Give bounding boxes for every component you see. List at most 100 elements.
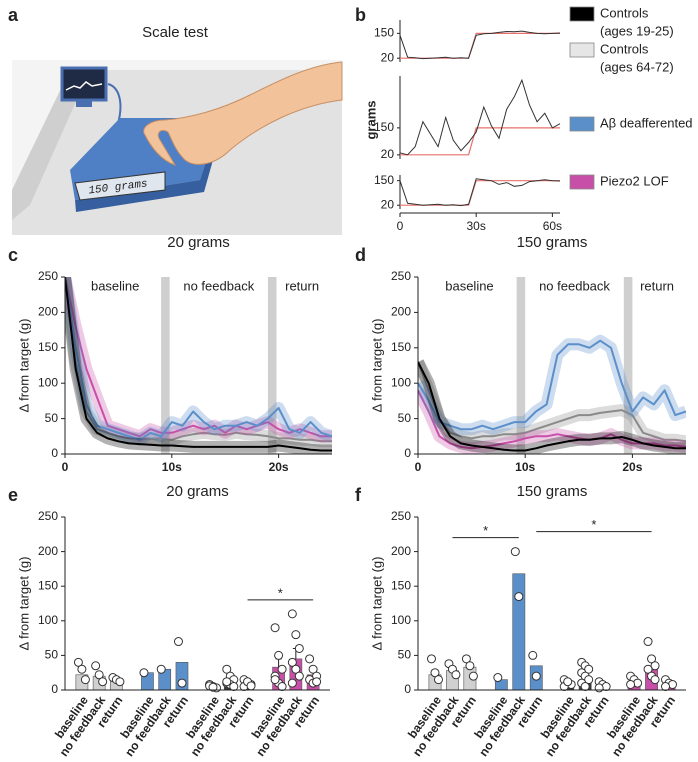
significance-label: *	[483, 523, 488, 538]
data-point	[287, 678, 297, 688]
phase-label: no feedback	[183, 278, 254, 293]
data-point	[643, 637, 653, 647]
series-line	[65, 277, 332, 452]
y-tick-label: 200	[391, 305, 411, 319]
y-axis-label: Δ from target (g)	[369, 557, 384, 651]
x-tick-label: 60s	[543, 219, 562, 233]
panel-letter: e	[8, 485, 18, 505]
y-tick-label: 100	[391, 375, 411, 389]
legend-label: Controls	[600, 41, 649, 56]
data-point	[510, 547, 520, 557]
chart-title: 150 grams	[517, 483, 588, 500]
data-point	[287, 657, 297, 667]
data-point	[594, 683, 604, 693]
data-point	[531, 671, 541, 681]
legend-swatch	[569, 42, 595, 58]
legend-swatch	[569, 6, 595, 22]
y-tick-label: 200	[391, 544, 411, 558]
phase-shade	[516, 277, 526, 454]
significance-label: *	[591, 517, 596, 532]
y-tick-label: 0	[51, 446, 58, 460]
y-axis-label: Δ from target (g)	[16, 319, 31, 413]
legend-detail: (ages 19-25)	[600, 23, 674, 38]
series-line	[65, 277, 332, 443]
x-tick-label: 0	[62, 460, 69, 474]
series-line	[418, 361, 686, 452]
series-group	[65, 277, 332, 454]
y-tick-label: 20	[381, 147, 395, 161]
x-tick-label: 20s	[269, 460, 289, 474]
data-point	[139, 668, 149, 678]
legend-label: Controls	[600, 5, 649, 20]
x-tick-label: 20s	[622, 460, 642, 474]
data-point	[514, 592, 524, 602]
data-point	[626, 679, 636, 689]
data-point	[98, 677, 108, 687]
data-point	[115, 677, 125, 687]
data-point	[294, 643, 304, 653]
data-point	[493, 673, 503, 683]
data-point	[156, 664, 166, 674]
data-point	[580, 682, 590, 692]
data-point	[94, 670, 104, 680]
legend-swatch	[569, 174, 595, 190]
data-point	[270, 675, 280, 685]
panel-letter: a	[8, 5, 19, 25]
chart-title: 150 grams	[517, 234, 588, 251]
chart-title: 20 grams	[167, 234, 230, 251]
series-line	[418, 339, 686, 431]
data-point	[246, 681, 256, 691]
panel-letter: d	[355, 245, 366, 265]
y-tick-label: 0	[404, 682, 411, 696]
data-point	[291, 664, 301, 674]
y-tick-label: 200	[38, 305, 58, 319]
hand	[143, 61, 343, 166]
data-point	[222, 677, 232, 687]
y-tick-label: 20	[381, 50, 395, 64]
phase-label: return	[640, 278, 674, 293]
monitor-trace	[65, 81, 103, 91]
data-point	[433, 675, 443, 685]
data-point	[80, 675, 90, 685]
panel-title: Scale test	[142, 24, 209, 41]
significance-label: *	[278, 585, 283, 600]
data-point	[305, 654, 315, 664]
data-point	[468, 671, 478, 681]
data-point	[308, 664, 318, 674]
data-point	[650, 675, 660, 685]
phase-shade	[161, 277, 170, 454]
legend-detail: (ages 64-72)	[600, 59, 674, 74]
data-point	[426, 654, 436, 664]
x-tick-label: 0	[397, 219, 404, 233]
data-point	[208, 682, 218, 692]
y-tick-label: 0	[51, 682, 58, 696]
phase-shade	[267, 277, 277, 454]
data-point	[291, 630, 301, 640]
data-point	[274, 650, 284, 660]
y-tick-label: 150	[374, 26, 394, 40]
series-line	[65, 277, 332, 438]
y-tick-label: 150	[374, 173, 394, 187]
y-axis-label: Δ from target (g)	[16, 557, 31, 651]
y-axis-label: grams	[363, 100, 378, 139]
y-tick-label: 150	[391, 340, 411, 354]
y-axis-label: Δ from target (g)	[369, 319, 384, 413]
legend-swatch	[569, 116, 595, 132]
y-tick-label: 250	[38, 509, 58, 523]
data-point	[229, 682, 239, 692]
data-point	[277, 682, 287, 692]
y-tick-label: 50	[45, 648, 59, 662]
data-point	[270, 623, 280, 633]
panel-letter: c	[8, 245, 18, 265]
trace-line	[399, 178, 561, 207]
data-point	[222, 664, 232, 674]
scale-display	[74, 171, 166, 201]
trace-line	[399, 30, 561, 60]
trace-line	[399, 78, 561, 156]
target-line	[400, 127, 560, 156]
table-edge	[12, 70, 90, 220]
data-point	[430, 668, 440, 678]
y-tick-label: 50	[45, 411, 59, 425]
y-tick-label: 250	[38, 269, 58, 283]
